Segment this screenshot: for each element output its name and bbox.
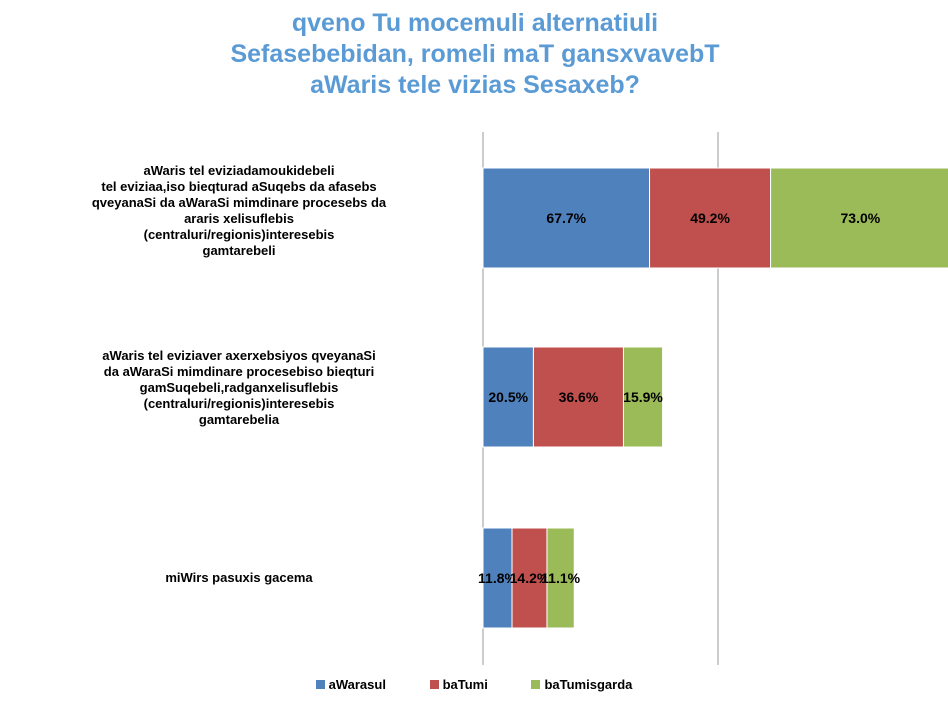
legend-label: aWarasul	[328, 677, 386, 692]
bar-segment	[532, 346, 624, 448]
category-label-line: gamSuqebeli,radganxelisuflebis	[139, 380, 339, 395]
legend-swatch	[531, 680, 541, 689]
category-label: aWaris tel eviziadamoukidebeli tel evizi…	[8, 163, 470, 259]
data-label: 67.7%	[546, 210, 586, 226]
bar-segment	[511, 527, 548, 629]
legend-item: baTumi	[429, 677, 488, 692]
data-label: 73.0%	[841, 210, 881, 226]
bar-segment	[622, 346, 664, 448]
data-label: 11.8%	[478, 570, 517, 586]
legend-item: baTumisgarda	[531, 677, 632, 692]
category-label: miWirs pasuxis gacema	[8, 570, 470, 586]
category-label-line: aWaris tel eviziadamoukidebeli	[143, 163, 335, 178]
bar-segment	[770, 167, 948, 269]
legend-item: aWarasul	[315, 677, 386, 692]
legend: aWarasul baTumi baTumisgarda	[0, 677, 948, 692]
category-label-line: gamtarebelia	[198, 412, 280, 427]
data-label: 20.5%	[488, 389, 528, 405]
legend-label: baTumisgarda	[544, 677, 633, 692]
data-label: 14.2%	[510, 570, 550, 586]
category-label-line: (centraluri/regionis)interesebis	[143, 227, 335, 242]
data-label: 15.9%	[623, 389, 663, 405]
category-label-line: (centraluri/regionis)interesebis	[143, 396, 335, 411]
legend-swatch	[315, 680, 325, 689]
category-label-line: da aWaraSi mimdinare procesebiso bieqtur…	[103, 364, 375, 379]
category-label-line: qveyanaSi da aWaraSi mimdinare procesebs…	[91, 195, 387, 210]
category-label-line: aWaris tel eviziaver axerxebsiyos qveyan…	[102, 348, 376, 363]
bar-segment	[482, 167, 651, 269]
chart-title: qveno Tu mocemuli alternatiuli Sefasebeb…	[40, 8, 910, 101]
bar-segment	[482, 346, 534, 448]
category-label-line: tel eviziaa,iso bieqturad aSuqebs da afa…	[101, 179, 377, 194]
data-label: 49.2%	[690, 210, 730, 226]
data-label: 36.6%	[559, 389, 599, 405]
legend-swatch	[429, 680, 439, 689]
chart-title-line-2: Sefasebebidan, romeli maT gansxvavebT	[230, 40, 720, 68]
category-label-line: miWirs pasuxis gacema	[165, 570, 313, 585]
category-label-line: araris xelisuflebis	[184, 211, 294, 226]
data-label: 11.1%	[541, 570, 580, 586]
legend-label: baTumi	[442, 677, 488, 692]
bar-segment	[546, 527, 575, 629]
category-label: aWaris tel eviziaver axerxebsiyos qveyan…	[8, 348, 470, 428]
chart-title-line-3: aWaris tele vizias Sesaxeb?	[310, 71, 640, 99]
category-label-line: gamtarebeli	[202, 243, 276, 258]
chart-title-line-1: qveno Tu mocemuli alternatiuli	[291, 9, 659, 37]
